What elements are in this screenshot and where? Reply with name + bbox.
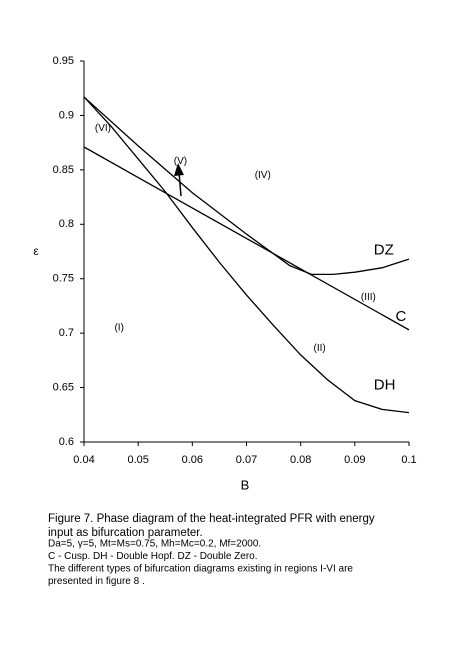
x-tick-label: 0.09	[344, 454, 365, 466]
y-tick-label: 0.95	[53, 55, 74, 67]
x-tick-label: 0.04	[73, 454, 94, 466]
caption-line: Da=5, γ=5, Mt=Ms=0.75, Mh=Mc=0.2, Mf=200…	[48, 539, 261, 550]
curve	[83, 96, 410, 414]
caption-line: input as bifurcation parameter.	[48, 527, 203, 539]
caption-line: C - Cusp. DH - Double Hopf. DZ - Double …	[48, 551, 258, 562]
x-tick-label: 0.08	[290, 454, 311, 466]
caption-line: presented in figure 8 .	[48, 576, 145, 587]
y-tick-label: 0.8	[59, 218, 74, 230]
y-tick-label: 0.9	[59, 109, 74, 121]
y-tick-label: 0.65	[53, 381, 74, 393]
region-label: (IV)	[255, 170, 271, 181]
x-tick-label: 0.07	[236, 454, 257, 466]
x-axis-label: B	[241, 477, 250, 492]
x-tick-label: 0.1	[401, 454, 416, 466]
region-label: (II)	[314, 343, 326, 354]
x-tick-label: 0.06	[182, 454, 203, 466]
caption-line: The different types of bifurcation diagr…	[48, 564, 353, 575]
caption-line: Figure 7. Phase diagram of the heat-inte…	[48, 513, 375, 525]
region-label: (III)	[361, 292, 376, 303]
y-axis-label: ε	[33, 244, 39, 258]
y-tick-label: 0.75	[53, 273, 74, 285]
curve	[83, 146, 410, 331]
curve	[83, 96, 410, 276]
arrow-head	[174, 163, 184, 176]
curve-label: C	[395, 308, 406, 325]
y-tick-label: 0.85	[53, 164, 74, 176]
region-label: (V)	[174, 156, 187, 167]
y-tick-label: 0.6	[59, 436, 74, 448]
curve-label: DH	[374, 376, 396, 393]
region-label: (I)	[114, 322, 123, 333]
x-tick-label: 0.05	[127, 454, 148, 466]
y-tick-label: 0.7	[59, 327, 74, 339]
curve-label: DZ	[374, 241, 394, 258]
region-label: (VI)	[95, 123, 111, 134]
arrow-shaft	[178, 171, 182, 197]
